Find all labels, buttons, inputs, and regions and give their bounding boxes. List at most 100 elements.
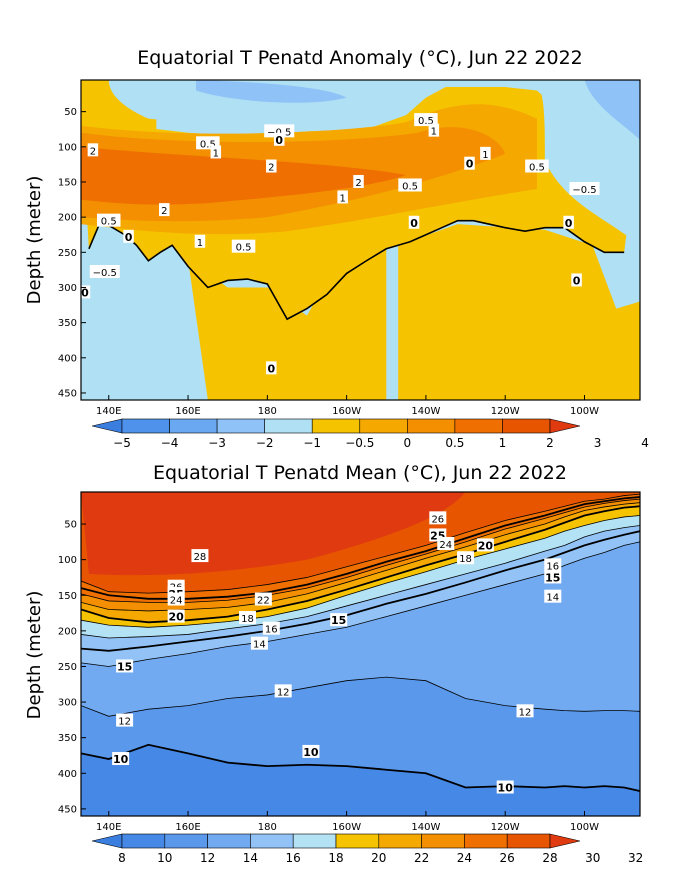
anomaly-colorbar: −5−4−3−2−1−0.500.512345	[91, 418, 649, 450]
mean-contour-label-bg	[302, 744, 320, 758]
mean-colorbar-label: 24	[457, 851, 472, 865]
mean-colorbar: 8 10 12 14 16 18 20 22 24 26 28 30 32	[91, 833, 643, 865]
mean-y-axis-label: Depth (meter)	[24, 591, 45, 720]
anomaly-contour-label-bg	[398, 178, 422, 192]
anomaly-contour-label-bg	[569, 182, 600, 196]
mean-contour-label-bg	[544, 589, 562, 603]
mean-contour-label-bg	[544, 558, 562, 572]
anomaly-y-tick-label: 100	[58, 142, 77, 153]
mean-isotherm-10	[81, 743, 640, 792]
anomaly-west-positive-region	[188, 248, 387, 400]
anomaly-contour-label: 0.5	[200, 139, 216, 150]
mean-contour-label: 12	[118, 717, 131, 728]
anomaly-colorbar-label: 4	[641, 436, 649, 450]
anomaly-contour-label-bg	[159, 203, 170, 217]
mean-contour-label: 20	[478, 539, 494, 552]
mean-x-tick-label: 160E	[175, 822, 200, 833]
mean-colorbar-box	[421, 833, 465, 849]
anomaly-colorbar-label: −2	[256, 436, 274, 450]
mean-contour-label-bg	[274, 684, 292, 698]
anomaly-y-tick-label: 350	[58, 318, 77, 329]
mean-isotherm-12	[81, 676, 640, 717]
mean-colorbar-label: 28	[542, 851, 557, 865]
mean-contour-label: 16	[265, 625, 278, 636]
mean-contour-label: 10	[113, 753, 129, 766]
mean-contour-label: 18	[459, 554, 472, 565]
anomaly-colorbar-label: 3	[594, 436, 602, 450]
mean-x-tick-label: 100W	[570, 822, 599, 833]
anomaly-contour-label-bg	[231, 239, 256, 253]
mean-colorbar-box	[164, 833, 208, 849]
anomaly-contour-label-bg	[123, 229, 134, 243]
mean-contour-label: 12	[519, 707, 532, 718]
anomaly-contour-label-bg	[266, 361, 277, 375]
mean-contour-label: 14	[253, 640, 266, 651]
mean-colorbar-label: 12	[200, 851, 215, 865]
mean-contour-label-bg	[457, 551, 475, 565]
anomaly-contour-label: 0	[125, 231, 133, 244]
anomaly-colorbar-box	[264, 418, 313, 434]
mean-contour-label: 18	[241, 614, 254, 625]
anomaly-contour-label-bg	[414, 113, 438, 127]
anomaly-colorbar-label: −1	[303, 436, 321, 450]
mean-plot-area: 2826252420181615142625242220181615141512…	[81, 492, 640, 816]
anomaly-contour-label-bg	[194, 234, 206, 248]
mean-colorbar-label: 22	[414, 851, 429, 865]
mean-y-tick-label: 350	[58, 733, 77, 744]
mean-colorbar-box	[292, 833, 337, 849]
mean-x-tick-label: 180	[258, 822, 277, 833]
anomaly-contour-label: 1	[482, 150, 488, 161]
mean-contour-label: 26	[431, 514, 444, 525]
anomaly-contour-label-bg	[337, 190, 348, 204]
mean-chart-title: Equatorial T Penatd Mean (°C), Jun 22 20…	[153, 462, 567, 484]
mean-contour-label-bg	[330, 613, 348, 627]
anomaly-contour-label-bg	[81, 285, 91, 299]
anomaly-colorbar-box	[407, 418, 456, 434]
mean-colorbar-label: 14	[243, 851, 258, 865]
mean-colorbar-box	[378, 833, 422, 849]
mean-contour-label: 24	[439, 540, 452, 551]
mean-contour-label-bg	[254, 592, 272, 606]
mean-x-tick-label: 140W	[411, 822, 440, 833]
anomaly-y-tick-label: 300	[58, 283, 77, 294]
anomaly-contour-label: 0.5	[101, 217, 117, 228]
anomaly-chart-title: Equatorial T Penatd Anomaly (°C), Jun 22…	[137, 47, 583, 69]
anomaly-contour-label: 0.5	[418, 116, 434, 127]
mean-contour-label-bg	[116, 713, 134, 727]
mean-colorbar-box	[207, 833, 251, 849]
anomaly-colorbar-box	[169, 418, 218, 434]
anomaly-contour-label-bg	[571, 273, 582, 287]
anomaly-contour-label: 1	[197, 238, 203, 249]
anomaly-contour-label: 0	[573, 274, 581, 287]
anomaly-colorbar-label: −4	[161, 436, 179, 450]
mean-colorbar-label: 16	[286, 851, 301, 865]
anomaly-x-tick-label: 100W	[570, 406, 599, 417]
mean-contour-label-bg	[516, 704, 534, 718]
mean-colorbar-label: 10	[157, 851, 172, 865]
mean-colorbar-box	[121, 833, 166, 849]
anomaly-x-tick-label: 180	[258, 406, 277, 417]
anomaly-contour-label: 2	[268, 163, 274, 174]
anomaly-y-tick-label: 450	[58, 388, 77, 399]
anomaly-plot-area: 20.51−0.500.51220.51010.5−0.520.5010.500…	[81, 80, 640, 400]
anomaly-y-tick-label: 150	[58, 177, 77, 188]
mean-y-tick-label: 200	[58, 626, 77, 637]
mean-isotherm-14	[81, 541, 640, 667]
anomaly-colorbar-label: 2	[546, 436, 554, 450]
mean-colorbar-label: 30	[585, 851, 600, 865]
mean-x-tick-label: 120W	[491, 822, 520, 833]
anomaly-contour-label-bg	[353, 174, 364, 188]
mean-colorbar-box	[506, 833, 551, 849]
anomaly-contour-label: 0	[565, 217, 573, 230]
anomaly-contour-label: 1	[339, 193, 345, 204]
anomaly-surface-cold-region	[108, 80, 407, 125]
anomaly-contour-label-bg	[87, 143, 99, 157]
mean-contour-label-bg	[429, 511, 447, 525]
anomaly-contour-label-bg	[97, 213, 121, 227]
anomaly-colorbar-box	[216, 418, 265, 434]
anomaly-contour-label: 0	[275, 134, 283, 147]
anomaly-x-tick-label: 120W	[491, 406, 520, 417]
mean-x-tick-label: 160W	[332, 822, 361, 833]
anomaly-contour-label-bg	[428, 123, 440, 137]
